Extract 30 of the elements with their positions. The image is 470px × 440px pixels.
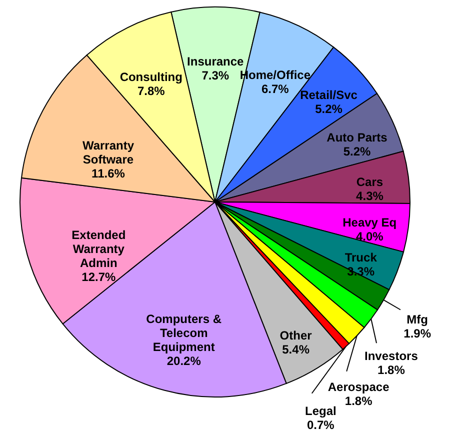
slice-label: Warranty Software — [82, 138, 134, 166]
data-label: 20.2% — [166, 354, 202, 368]
data-label: 4.0% — [356, 230, 384, 244]
slice-label: Mfg — [406, 312, 428, 327]
slice-label: Extended Warranty Admin — [72, 228, 126, 270]
slice-label: Other — [280, 328, 312, 342]
data-label: 5.2% — [315, 102, 343, 116]
data-label: 0.7% — [306, 418, 335, 432]
slice-label: Retail/Svc — [300, 88, 358, 102]
slice-label: Cars — [356, 175, 384, 190]
data-label: 5.4% — [282, 342, 310, 356]
data-label: 12.7% — [82, 270, 116, 284]
slice-label: Investors — [364, 348, 418, 363]
data-label: 7.8% — [137, 84, 166, 98]
slice-label: Legal — [305, 404, 336, 418]
data-label: 5.2% — [343, 144, 372, 158]
data-label: 1.8% — [378, 362, 406, 377]
slice-label: Auto Parts — [326, 130, 388, 144]
slice-label: Insurance — [187, 54, 244, 69]
data-label: 7.3% — [202, 68, 230, 83]
data-label: 6.7% — [261, 82, 290, 96]
slice-label: Computers & Telecom Equipment — [146, 312, 222, 354]
data-label: 11.6% — [92, 166, 126, 180]
data-label: 1.9% — [404, 326, 432, 341]
slice-label: Consulting — [120, 70, 182, 84]
data-label: 1.8% — [344, 394, 373, 408]
data-label: 4.3% — [356, 189, 384, 204]
slice-label: Truck — [344, 250, 378, 264]
slice-label: Aerospace — [328, 380, 390, 394]
slice-label: Heavy Eq — [342, 216, 397, 230]
